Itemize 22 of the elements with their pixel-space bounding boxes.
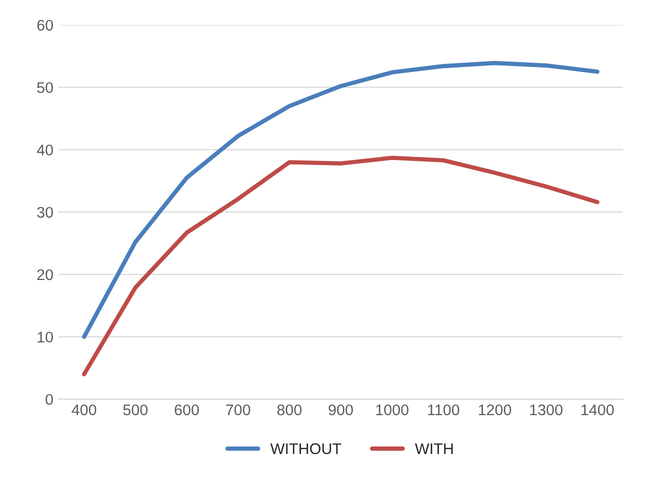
y-tick-label: 20 — [37, 269, 53, 280]
y-tick-label: 30 — [37, 206, 53, 218]
x-tick-label: 600 — [174, 404, 199, 416]
x-tick-label: 800 — [277, 404, 302, 416]
x-tick-label: 900 — [328, 404, 353, 416]
legend-label: WITHOUT — [270, 443, 342, 454]
y-tick-label: 40 — [36, 144, 53, 156]
x-tick-label: 1000 — [376, 404, 408, 416]
x-tick-label: 400 — [72, 404, 96, 416]
x-tick-label: 1100 — [428, 404, 460, 416]
x-tick-label: 700 — [226, 404, 250, 416]
x-tick-label: 500 — [123, 404, 148, 416]
x-tick-label: 1300 — [530, 404, 562, 416]
y-tick-label: 60 — [37, 20, 53, 31]
x-tick-label: 1200 — [478, 404, 512, 416]
y-tick-label: 0 — [46, 394, 53, 405]
y-tick-label: 50 — [37, 82, 53, 94]
line-series — [82, 60, 600, 339]
y-tick-label: 10 — [38, 332, 53, 343]
legend-label: WITH — [414, 443, 453, 454]
x-tick-label: 1400 — [582, 404, 614, 416]
line-series — [82, 156, 600, 376]
